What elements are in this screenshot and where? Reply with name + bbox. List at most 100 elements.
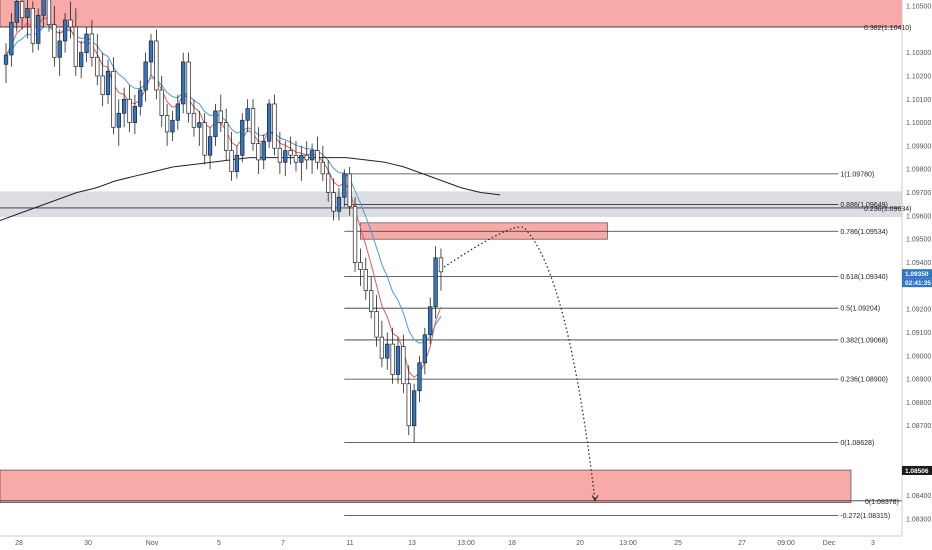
candle-body: [30, 7, 35, 44]
time-tick-label: 11: [346, 540, 353, 547]
candle-body: [229, 150, 234, 172]
price-tick-label: 1.08800: [906, 400, 931, 407]
candle-body: [164, 115, 170, 133]
projection-path: [443, 226, 596, 501]
candle-body: [132, 105, 138, 123]
price-tick-label: 1.10000: [906, 120, 931, 127]
candle-body: [304, 154, 309, 161]
candle-body: [84, 33, 89, 53]
candle-body: [41, 0, 46, 16]
candle-body: [46, 0, 52, 26]
time-tick-label: Dec: [823, 540, 836, 547]
candle-body: [62, 19, 68, 42]
candle-body: [363, 269, 368, 291]
candle-body: [240, 119, 245, 156]
candle-body: [143, 61, 148, 91]
candle-body: [272, 103, 277, 149]
grid-lines-layer: 0.382(1.10410) 0.236(1.09634) 0(1.08378): [0, 25, 911, 506]
candle-body: [36, 14, 41, 44]
candle-body: [277, 147, 283, 163]
level-price-tag: [902, 465, 932, 475]
fib-level-label: 0(1.08628): [840, 440, 874, 447]
price-tick-label: 1.09500: [906, 237, 931, 244]
candle-body: [14, 0, 19, 23]
time-tick-label: 27: [738, 540, 746, 547]
candle-body: [358, 262, 363, 270]
current-price-label: 1.09350: [905, 271, 929, 278]
candle-body: [73, 26, 78, 67]
time-tick-label: 18: [508, 540, 516, 547]
level-price-label: 1.08506: [905, 468, 929, 475]
candle-body: [79, 52, 84, 67]
candle-body: [105, 70, 111, 95]
candle-body: [379, 336, 385, 359]
sma-200-line: [0, 157, 501, 221]
candle-body: [369, 290, 374, 312]
price-tick-label: 1.09000: [906, 353, 931, 360]
candle-body: [213, 110, 218, 137]
candle-body: [309, 150, 315, 161]
fib-level-label: 0.5(1.09204): [840, 306, 880, 313]
price-tick-label: 1.09100: [906, 330, 931, 337]
time-tick-label: 25: [674, 540, 682, 547]
candle-body: [336, 196, 342, 212]
projection-layer: [443, 226, 599, 502]
candle-body: [186, 61, 191, 114]
candle-body: [148, 40, 154, 63]
price-tick-label: 1.09700: [906, 190, 931, 197]
candles-layer: [3, 0, 444, 443]
countdown-label: 02:41:35: [905, 280, 931, 287]
candle-body: [390, 343, 395, 375]
candle-body: [288, 150, 293, 156]
time-tick-label: 13:00: [619, 540, 637, 547]
time-axis[interactable]: 28 30 Nov 5 7 11 13 13:00 18 20 13:00 25 27 09:00 Dec 3: [0, 535, 902, 547]
candle-body: [9, 21, 14, 56]
candle-body: [68, 19, 73, 28]
ema-slow-line: [5, 26, 442, 344]
projection-arrowhead: [591, 495, 599, 502]
countdown-tag: [902, 278, 932, 288]
candle-body: [417, 362, 422, 392]
fib-level-label: 1(1.09780): [840, 171, 874, 178]
time-tick-label: 09:00: [777, 540, 795, 547]
candle-body: [57, 40, 62, 58]
candle-body: [100, 75, 105, 95]
candle-body: [116, 112, 121, 128]
zones-layer: [0, 0, 903, 503]
candle-body: [159, 89, 164, 116]
supply-zone-top: [0, 0, 903, 28]
candle-body: [191, 112, 197, 128]
demand-zone-bottom: [0, 469, 852, 503]
candle-body: [342, 173, 347, 198]
candle-body: [261, 140, 266, 161]
price-tick-label: 1.09400: [906, 260, 931, 267]
price-tick-label: 1.09900: [906, 143, 931, 150]
candle-body: [224, 122, 229, 151]
time-tick-label: 13: [408, 540, 416, 547]
candle-body: [127, 98, 132, 123]
candle-body: [283, 150, 288, 163]
candle-body: [406, 383, 411, 427]
price-tick-label: 1.08900: [906, 377, 931, 384]
candle-body: [374, 311, 379, 338]
candle-body: [234, 154, 240, 172]
price-tick-label: 1.10500: [906, 4, 931, 11]
price-tick-label: 1.08700: [906, 423, 931, 430]
candle-body: [52, 24, 57, 58]
candle-body: [395, 346, 401, 375]
current-price-tag: [902, 269, 932, 279]
candle-body: [95, 56, 100, 77]
time-tick-label: 30: [84, 540, 92, 547]
fib-level-label: -0.272(1.08315): [840, 513, 890, 520]
candle-body: [138, 89, 143, 107]
candle-body: [293, 154, 299, 163]
candle-body: [181, 61, 186, 105]
time-tick-label: 7: [281, 540, 285, 547]
candle-body: [202, 122, 207, 156]
candle-body: [315, 150, 320, 163]
time-tick-label: 20: [576, 540, 584, 547]
price-axis[interactable]: 1.10500 1.10300 1.10200 1.10100 1.10000 1.099…: [901, 0, 932, 536]
candle-body: [401, 346, 406, 385]
candle-body: [433, 257, 438, 308]
